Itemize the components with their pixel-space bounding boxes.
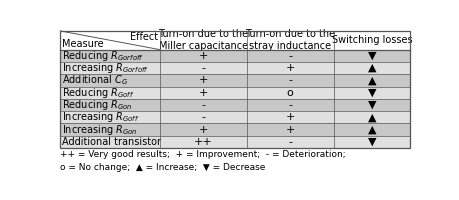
Text: -: - (202, 63, 205, 73)
Bar (60, 31, 410, 148)
Text: +: + (199, 75, 208, 85)
Text: Turn-on due to the
Miller capacitance: Turn-on due to the Miller capacitance (158, 29, 248, 51)
Text: ▼: ▼ (368, 51, 376, 61)
Text: ▲: ▲ (368, 63, 376, 73)
Bar (60, 136, 410, 148)
Text: o: o (287, 88, 294, 98)
Text: Increasing $R_{\mathit{Goff}}$: Increasing $R_{\mathit{Goff}}$ (62, 110, 140, 124)
Text: +: + (199, 88, 208, 98)
Text: ▲: ▲ (368, 125, 376, 135)
Text: -: - (288, 75, 292, 85)
Bar (60, 123, 410, 136)
Text: -: - (202, 112, 205, 122)
Text: -: - (202, 100, 205, 110)
Text: Switching losses: Switching losses (331, 35, 412, 45)
Text: Additional transistor: Additional transistor (62, 137, 161, 147)
Text: +: + (285, 112, 295, 122)
Text: ▲: ▲ (368, 75, 376, 85)
Bar (60, 87, 410, 99)
Bar (60, 62, 410, 74)
Text: ▼: ▼ (368, 88, 376, 98)
Text: +: + (199, 51, 208, 61)
Text: Reducing $R_{\mathit{Goff}}$: Reducing $R_{\mathit{Goff}}$ (62, 86, 134, 100)
Text: Reducing $R_{\mathit{Gon}}$: Reducing $R_{\mathit{Gon}}$ (62, 98, 133, 112)
Text: +: + (285, 125, 295, 135)
Text: o = No change;  ▲ = Increase;  ▼ = Decrease: o = No change; ▲ = Increase; ▼ = Decreas… (60, 163, 266, 172)
Bar (60, 74, 410, 87)
Text: ++: ++ (194, 137, 213, 147)
Bar (60, 50, 410, 62)
Text: Measure: Measure (62, 39, 103, 49)
Text: ▲: ▲ (368, 112, 376, 122)
Text: -: - (288, 100, 292, 110)
Text: ++ = Very good results;  + = Improvement;  - = Deterioration;: ++ = Very good results; + = Improvement;… (60, 150, 346, 159)
Bar (60, 99, 410, 111)
Text: Reducing $R_{\mathit{Gorfoff}}$: Reducing $R_{\mathit{Gorfoff}}$ (62, 49, 144, 63)
Bar (60, 111, 410, 123)
Bar (60, 31, 410, 50)
Text: +: + (285, 63, 295, 73)
Text: ▼: ▼ (368, 137, 376, 147)
Text: Increasing $R_{\mathit{Gorfoff}}$: Increasing $R_{\mathit{Gorfoff}}$ (62, 61, 149, 75)
Text: Turn-on due to the
stray inductance: Turn-on due to the stray inductance (245, 29, 335, 51)
Text: ▼: ▼ (368, 100, 376, 110)
Text: Increasing $R_{\mathit{Gon}}$: Increasing $R_{\mathit{Gon}}$ (62, 123, 138, 137)
Text: Additional $C_{\mathit{G}}$: Additional $C_{\mathit{G}}$ (62, 73, 128, 87)
Text: -: - (288, 51, 292, 61)
Text: Effect: Effect (130, 32, 158, 42)
Text: -: - (288, 137, 292, 147)
Text: +: + (199, 125, 208, 135)
